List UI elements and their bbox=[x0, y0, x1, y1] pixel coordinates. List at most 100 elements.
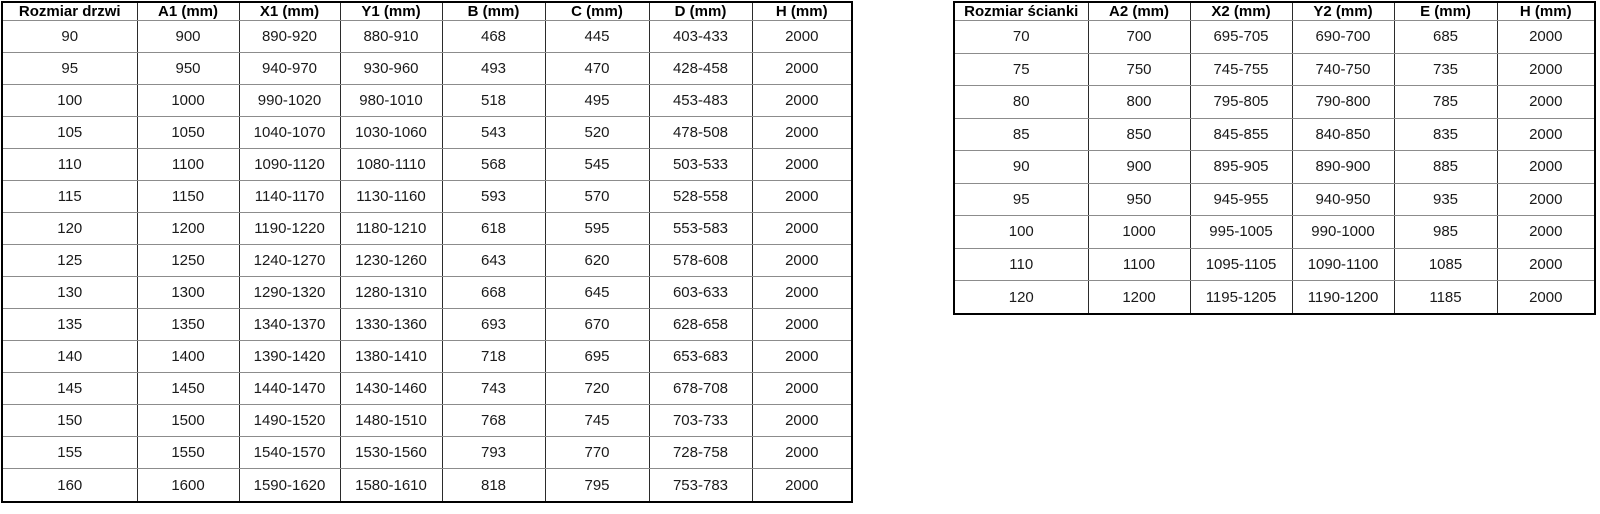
table-cell: 150 bbox=[1, 404, 138, 438]
table-row: 75 750 745-755 740-750 735 2000 bbox=[953, 52, 1596, 86]
table-row: 115 1150 1140-1170 1130-1160 593 570 528-558 20… bbox=[1, 180, 853, 214]
table-row: 90 900 895-905 890-900 885 2000 bbox=[953, 150, 1596, 184]
table-cell: 85 bbox=[953, 117, 1089, 151]
table-cell: 653-683 bbox=[648, 340, 753, 374]
table-cell: 75 bbox=[953, 52, 1089, 86]
table-cell: 1290-1320 bbox=[238, 276, 341, 310]
table-cell: 453-483 bbox=[648, 84, 753, 118]
table-row: 105 1050 1040-1070 1030-1060 543 520 478-508 20… bbox=[1, 116, 853, 150]
column-header: E (mm) bbox=[1393, 1, 1498, 21]
table-cell: 1540-1570 bbox=[238, 436, 341, 470]
column-header: Y1 (mm) bbox=[339, 1, 443, 21]
table-cell: 890-900 bbox=[1291, 150, 1395, 184]
table-cell: 935 bbox=[1393, 182, 1498, 216]
table-cell: 768 bbox=[441, 404, 546, 438]
table-cell: 685 bbox=[1393, 20, 1498, 54]
table-row: 70 700 695-705 690-700 685 2000 bbox=[953, 20, 1596, 54]
table-cell: 835 bbox=[1393, 117, 1498, 151]
table-row: 140 1400 1390-1420 1380-1410 718 695 653-683 20… bbox=[1, 340, 853, 374]
table-cell: 995-1005 bbox=[1189, 215, 1293, 249]
table-cell: 1550 bbox=[136, 436, 240, 470]
table-cell: 1250 bbox=[136, 244, 240, 278]
table-cell: 2000 bbox=[751, 148, 853, 182]
table-cell: 670 bbox=[544, 308, 650, 342]
column-header: H (mm) bbox=[751, 1, 853, 21]
column-header: D (mm) bbox=[648, 1, 753, 21]
table-cell: 700 bbox=[1087, 20, 1191, 54]
column-header: H (mm) bbox=[1496, 1, 1596, 21]
table-cell: 880-910 bbox=[339, 19, 443, 54]
table-cell: 618 bbox=[441, 212, 546, 246]
table-cell: 1380-1410 bbox=[339, 340, 443, 374]
table-cell: 1530-1560 bbox=[339, 436, 443, 470]
table-cell: 940-950 bbox=[1291, 182, 1395, 216]
table-cell: 2000 bbox=[1496, 150, 1596, 184]
table-cell: 1390-1420 bbox=[238, 340, 341, 374]
table-cell: 695 bbox=[544, 340, 650, 374]
table-cell: 795-805 bbox=[1189, 85, 1293, 119]
table-cell: 735 bbox=[1393, 52, 1498, 86]
table-cell: 743 bbox=[441, 372, 546, 406]
table-row: 95 950 940-970 930-960 493 470 428-458 2000 bbox=[1, 52, 853, 86]
table-cell: 105 bbox=[1, 116, 138, 150]
table-cell: 403-433 bbox=[648, 19, 753, 54]
table-cell: 155 bbox=[1, 436, 138, 470]
table-row: 150 1500 1490-1520 1480-1510 768 745 703-733 20… bbox=[1, 404, 853, 438]
table-cell: 2000 bbox=[1496, 182, 1596, 216]
table-cell: 1090-1120 bbox=[238, 148, 341, 182]
table-cell: 2000 bbox=[1496, 52, 1596, 86]
table-cell: 1190-1220 bbox=[238, 212, 341, 246]
table-cell: 2000 bbox=[751, 180, 853, 214]
column-header: Rozmiar drzwi bbox=[1, 1, 138, 21]
table-cell: 985 bbox=[1393, 215, 1498, 249]
table-cell: 130 bbox=[1, 276, 138, 310]
table-cell: 493 bbox=[441, 52, 546, 86]
table-cell: 95 bbox=[1, 52, 138, 86]
table-cell: 785 bbox=[1393, 85, 1498, 119]
table-cell: 1040-1070 bbox=[238, 116, 341, 150]
table-cell: 470 bbox=[544, 52, 650, 86]
table-cell: 643 bbox=[441, 244, 546, 278]
table-cell: 528-558 bbox=[648, 180, 753, 214]
table-cell: 990-1020 bbox=[238, 84, 341, 118]
table-cell: 668 bbox=[441, 276, 546, 310]
column-header: Y2 (mm) bbox=[1291, 1, 1395, 21]
table-cell: 1450 bbox=[136, 372, 240, 406]
table-cell: 753-783 bbox=[648, 468, 753, 503]
table-cell: 718 bbox=[441, 340, 546, 374]
table-cell: 2000 bbox=[751, 52, 853, 86]
column-header: X1 (mm) bbox=[238, 1, 341, 21]
table-cell: 1190-1200 bbox=[1291, 280, 1395, 315]
table-row: 80 800 795-805 790-800 785 2000 bbox=[953, 85, 1596, 119]
table-cell: 520 bbox=[544, 116, 650, 150]
table-cell: 850 bbox=[1087, 117, 1191, 151]
table-cell: 593 bbox=[441, 180, 546, 214]
table-cell: 1085 bbox=[1393, 247, 1498, 281]
table-cell: 553-583 bbox=[648, 212, 753, 246]
header-row: Rozmiar drzwi A1 (mm) X1 (mm) Y1 (mm) B (mm)… bbox=[1, 1, 853, 21]
table-cell: 900 bbox=[136, 19, 240, 54]
table-cell: 1200 bbox=[136, 212, 240, 246]
table-row: 120 1200 1195-1205 1190-1200 1185 2000 bbox=[953, 280, 1596, 315]
table-cell: 70 bbox=[953, 20, 1089, 54]
table-cell: 1080-1110 bbox=[339, 148, 443, 182]
table-cell: 90 bbox=[1, 19, 138, 54]
table-cell: 120 bbox=[953, 280, 1089, 315]
table-row: 160 1600 1590-1620 1580-1610 818 795 753-783 20… bbox=[1, 468, 853, 503]
table-cell: 900 bbox=[1087, 150, 1191, 184]
table-cell: 890-920 bbox=[238, 19, 341, 54]
table-cell: 145 bbox=[1, 372, 138, 406]
table-cell: 930-960 bbox=[339, 52, 443, 86]
table-cell: 100 bbox=[953, 215, 1089, 249]
table-cell: 840-850 bbox=[1291, 117, 1395, 151]
table-cell: 1500 bbox=[136, 404, 240, 438]
table-cell: 728-758 bbox=[648, 436, 753, 470]
table-cell: 135 bbox=[1, 308, 138, 342]
table-cell: 885 bbox=[1393, 150, 1498, 184]
header-row: Rozmiar ścianki A2 (mm) X2 (mm) Y2 (mm) E (m… bbox=[953, 1, 1596, 21]
table-cell: 428-458 bbox=[648, 52, 753, 86]
table-cell: 1030-1060 bbox=[339, 116, 443, 150]
column-header: B (mm) bbox=[441, 1, 546, 21]
table-cell: 950 bbox=[136, 52, 240, 86]
table-cell: 543 bbox=[441, 116, 546, 150]
